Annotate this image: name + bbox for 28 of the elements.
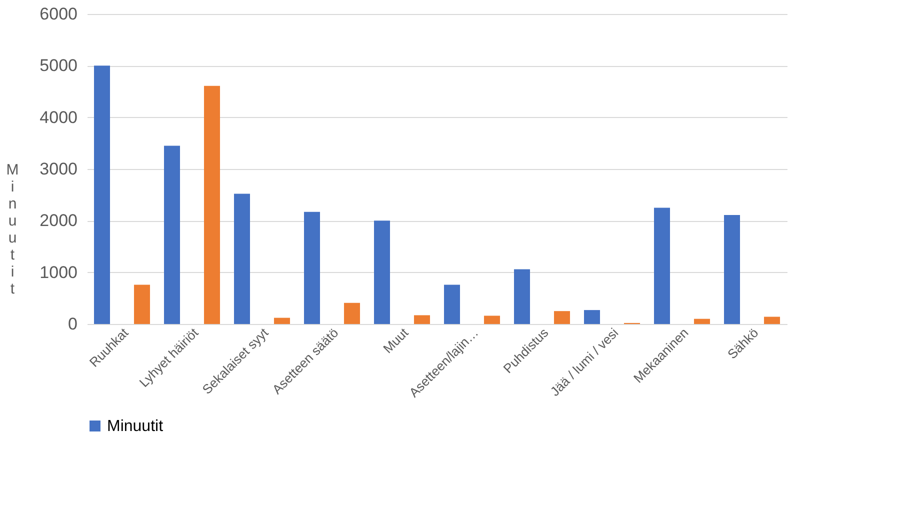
y-tick-label: 1000 bbox=[40, 262, 78, 282]
y-tick-label: 5000 bbox=[40, 56, 78, 76]
bar bbox=[274, 318, 290, 324]
bar bbox=[764, 316, 780, 324]
bar bbox=[414, 315, 430, 324]
y-tick-label: 3000 bbox=[40, 160, 78, 178]
bar bbox=[584, 310, 600, 324]
y-tick-label: 6000 bbox=[40, 4, 78, 24]
bar bbox=[134, 284, 150, 324]
bar bbox=[514, 269, 530, 324]
legend-label: Minuutit bbox=[107, 418, 164, 435]
bar bbox=[694, 318, 710, 324]
bar bbox=[484, 316, 500, 324]
bar bbox=[204, 86, 220, 324]
y-tick-label: 2000 bbox=[40, 211, 78, 230]
y-tick-label: 0 bbox=[68, 314, 78, 334]
bar bbox=[654, 208, 670, 324]
bar bbox=[444, 284, 460, 324]
bar bbox=[234, 194, 250, 324]
bar bbox=[344, 302, 360, 324]
bar bbox=[304, 212, 320, 324]
bar bbox=[724, 214, 740, 324]
bar bbox=[554, 311, 570, 324]
bar bbox=[94, 66, 110, 324]
bar bbox=[374, 220, 390, 324]
y-tick-label: 4000 bbox=[40, 108, 78, 127]
bar bbox=[164, 146, 180, 324]
y-axis-title: Minuutit bbox=[6, 162, 19, 298]
